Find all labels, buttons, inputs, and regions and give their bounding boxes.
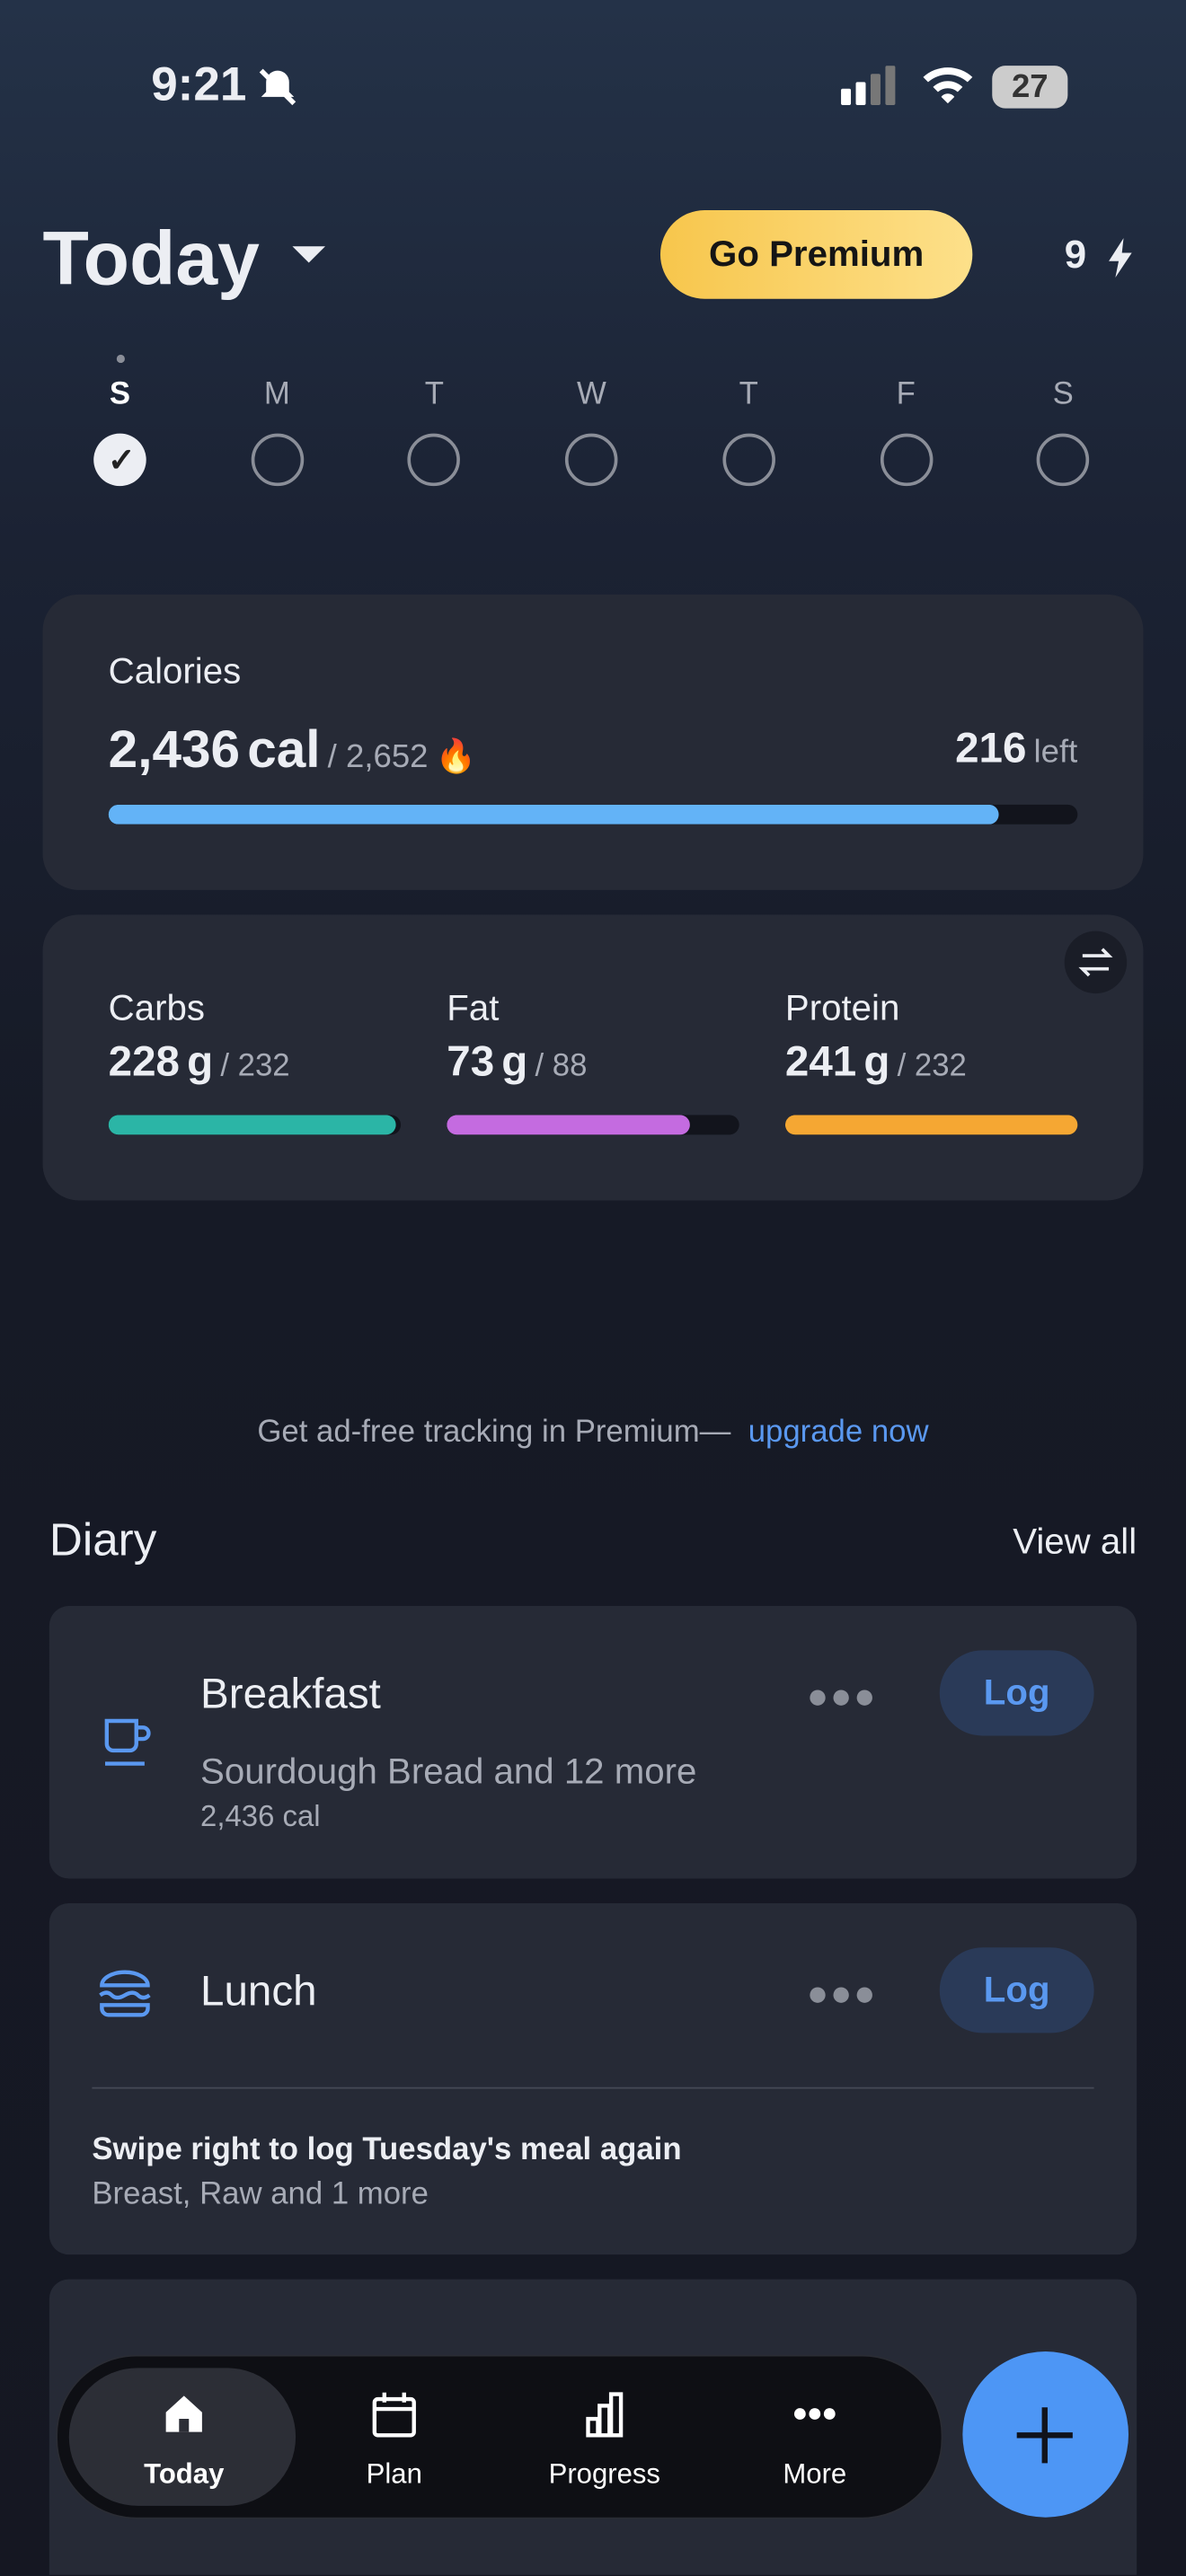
- calories-goal: / 2,652: [327, 738, 429, 775]
- day-letter[interactable]: M: [263, 377, 290, 412]
- today-dot: [116, 354, 125, 364]
- burger-icon: [99, 1970, 151, 2017]
- day-circle[interactable]: [93, 433, 146, 487]
- macro-value: 228: [108, 1036, 180, 1086]
- left-value: 216: [955, 722, 1027, 772]
- macro-value: 73: [447, 1036, 495, 1086]
- macro-track: [108, 1115, 402, 1135]
- promo: Get ad-free tracking in Premium— upgrade…: [0, 1416, 1186, 1451]
- tip: Swipe right to log Tuesday's meal again: [92, 2132, 682, 2168]
- page-title[interactable]: Today: [42, 215, 260, 301]
- promo-text: Get ad-free tracking in Premium—: [257, 1415, 731, 1451]
- meal-name: Lunch: [200, 1965, 317, 2016]
- streak-count[interactable]: 9: [1064, 233, 1087, 278]
- tab-icon[interactable]: [159, 2389, 208, 2439]
- lunch-card[interactable]: Lunch ●●● Log Swipe right to log Tuesday…: [49, 1902, 1137, 2255]
- day-letter[interactable]: F: [896, 377, 916, 412]
- macro-bar: [108, 1115, 396, 1135]
- signal-icon: [841, 66, 896, 106]
- day-circle[interactable]: [880, 433, 933, 487]
- day-letter[interactable]: T: [424, 377, 444, 412]
- macro-name: Carbs: [108, 986, 205, 1028]
- calories-value: 2,436: [108, 719, 241, 779]
- macro-amount: 241 g / 232: [785, 1037, 967, 1088]
- macro-goal: / 232: [897, 1049, 967, 1084]
- more-button[interactable]: ●●●: [806, 1972, 878, 2014]
- day-letter[interactable]: T: [739, 377, 758, 412]
- check: ✓: [107, 443, 136, 480]
- flame: 🔥: [435, 738, 477, 775]
- calories-card[interactable]: Calories 2,436 cal / 2,652 🔥 216 left: [42, 594, 1144, 890]
- calories-track: [108, 804, 1078, 825]
- bolt-icon: [1109, 238, 1132, 278]
- day-letter[interactable]: S: [1052, 377, 1074, 412]
- calories-left: 216 left: [955, 722, 1077, 773]
- view-all[interactable]: View all: [1013, 1520, 1137, 1562]
- premium-button[interactable]: Go Premium: [659, 210, 973, 299]
- tab-icon[interactable]: [790, 2389, 839, 2439]
- macro-bar: [784, 1115, 1078, 1135]
- tab-icon[interactable]: [369, 2389, 419, 2439]
- macro-track: [784, 1115, 1078, 1135]
- macro-goal: / 232: [220, 1049, 290, 1084]
- dropdown-icon[interactable]: [289, 243, 329, 267]
- day-circle[interactable]: [565, 433, 618, 487]
- day-circle[interactable]: [251, 433, 304, 487]
- macro-name: Protein: [784, 986, 900, 1028]
- tab-label[interactable]: Today: [144, 2457, 225, 2490]
- calories-summary: 2,436 cal / 2,652 🔥: [109, 719, 477, 781]
- day-letter[interactable]: S: [109, 377, 131, 412]
- day-circle[interactable]: [722, 433, 775, 487]
- divider: [92, 2086, 1094, 2089]
- log-button[interactable]: Log: [939, 1947, 1094, 2033]
- mute-icon: [259, 68, 296, 106]
- log-button[interactable]: Log: [939, 1650, 1094, 1736]
- wifi-icon: [923, 67, 973, 104]
- breakfast-card[interactable]: Breakfast ●●● Log Sourdough Bread and 12…: [49, 1606, 1137, 1879]
- time: 9:21: [151, 58, 247, 112]
- macro-unit: g: [863, 1036, 890, 1086]
- meal-summary: Sourdough Bread and 12 more: [200, 1750, 697, 1792]
- macro-name: Fat: [447, 986, 500, 1028]
- left-label: left: [1033, 734, 1078, 771]
- meal-name: Breakfast: [200, 1668, 381, 1718]
- macros-card[interactable]: Carbs 228 g / 232 Fat 73 g / 88 Protein 241 g…: [42, 914, 1144, 1201]
- calories-unit: cal: [247, 719, 321, 779]
- active-tab-bg: [68, 2368, 296, 2506]
- swap-button[interactable]: [1064, 931, 1128, 994]
- calories-bar: [108, 804, 999, 825]
- cup-icon: [104, 1718, 151, 1766]
- meal-calories: 2,436 cal: [200, 1799, 321, 1833]
- diary-title: Diary: [49, 1513, 157, 1566]
- battery: 27: [992, 66, 1068, 109]
- macro-amount: 73 g / 88: [447, 1037, 587, 1088]
- macro-unit: g: [187, 1036, 214, 1086]
- macro-value: 241: [784, 1036, 857, 1086]
- macro-unit: g: [501, 1036, 528, 1086]
- macro-bar: [447, 1115, 690, 1135]
- macro-amount: 228 g / 232: [109, 1037, 290, 1088]
- macro-track: [447, 1115, 739, 1135]
- tab-icon[interactable]: [580, 2389, 629, 2439]
- more-button[interactable]: ●●●: [806, 1674, 878, 1716]
- tab-label[interactable]: Progress: [548, 2457, 660, 2490]
- add-button[interactable]: [962, 2351, 1129, 2518]
- calories-label: Calories: [108, 649, 242, 692]
- tab-label[interactable]: More: [783, 2457, 847, 2490]
- tab-label[interactable]: Plan: [366, 2457, 422, 2490]
- day-circle[interactable]: [1036, 433, 1090, 487]
- tip-detail: Breast, Raw and 1 more: [92, 2177, 429, 2212]
- upgrade-link[interactable]: upgrade now: [748, 1415, 929, 1451]
- day-circle[interactable]: [408, 433, 461, 487]
- day-letter[interactable]: W: [576, 377, 606, 412]
- macro-goal: / 88: [535, 1049, 588, 1084]
- tab-bar: Today Plan Progress More: [56, 2354, 943, 2519]
